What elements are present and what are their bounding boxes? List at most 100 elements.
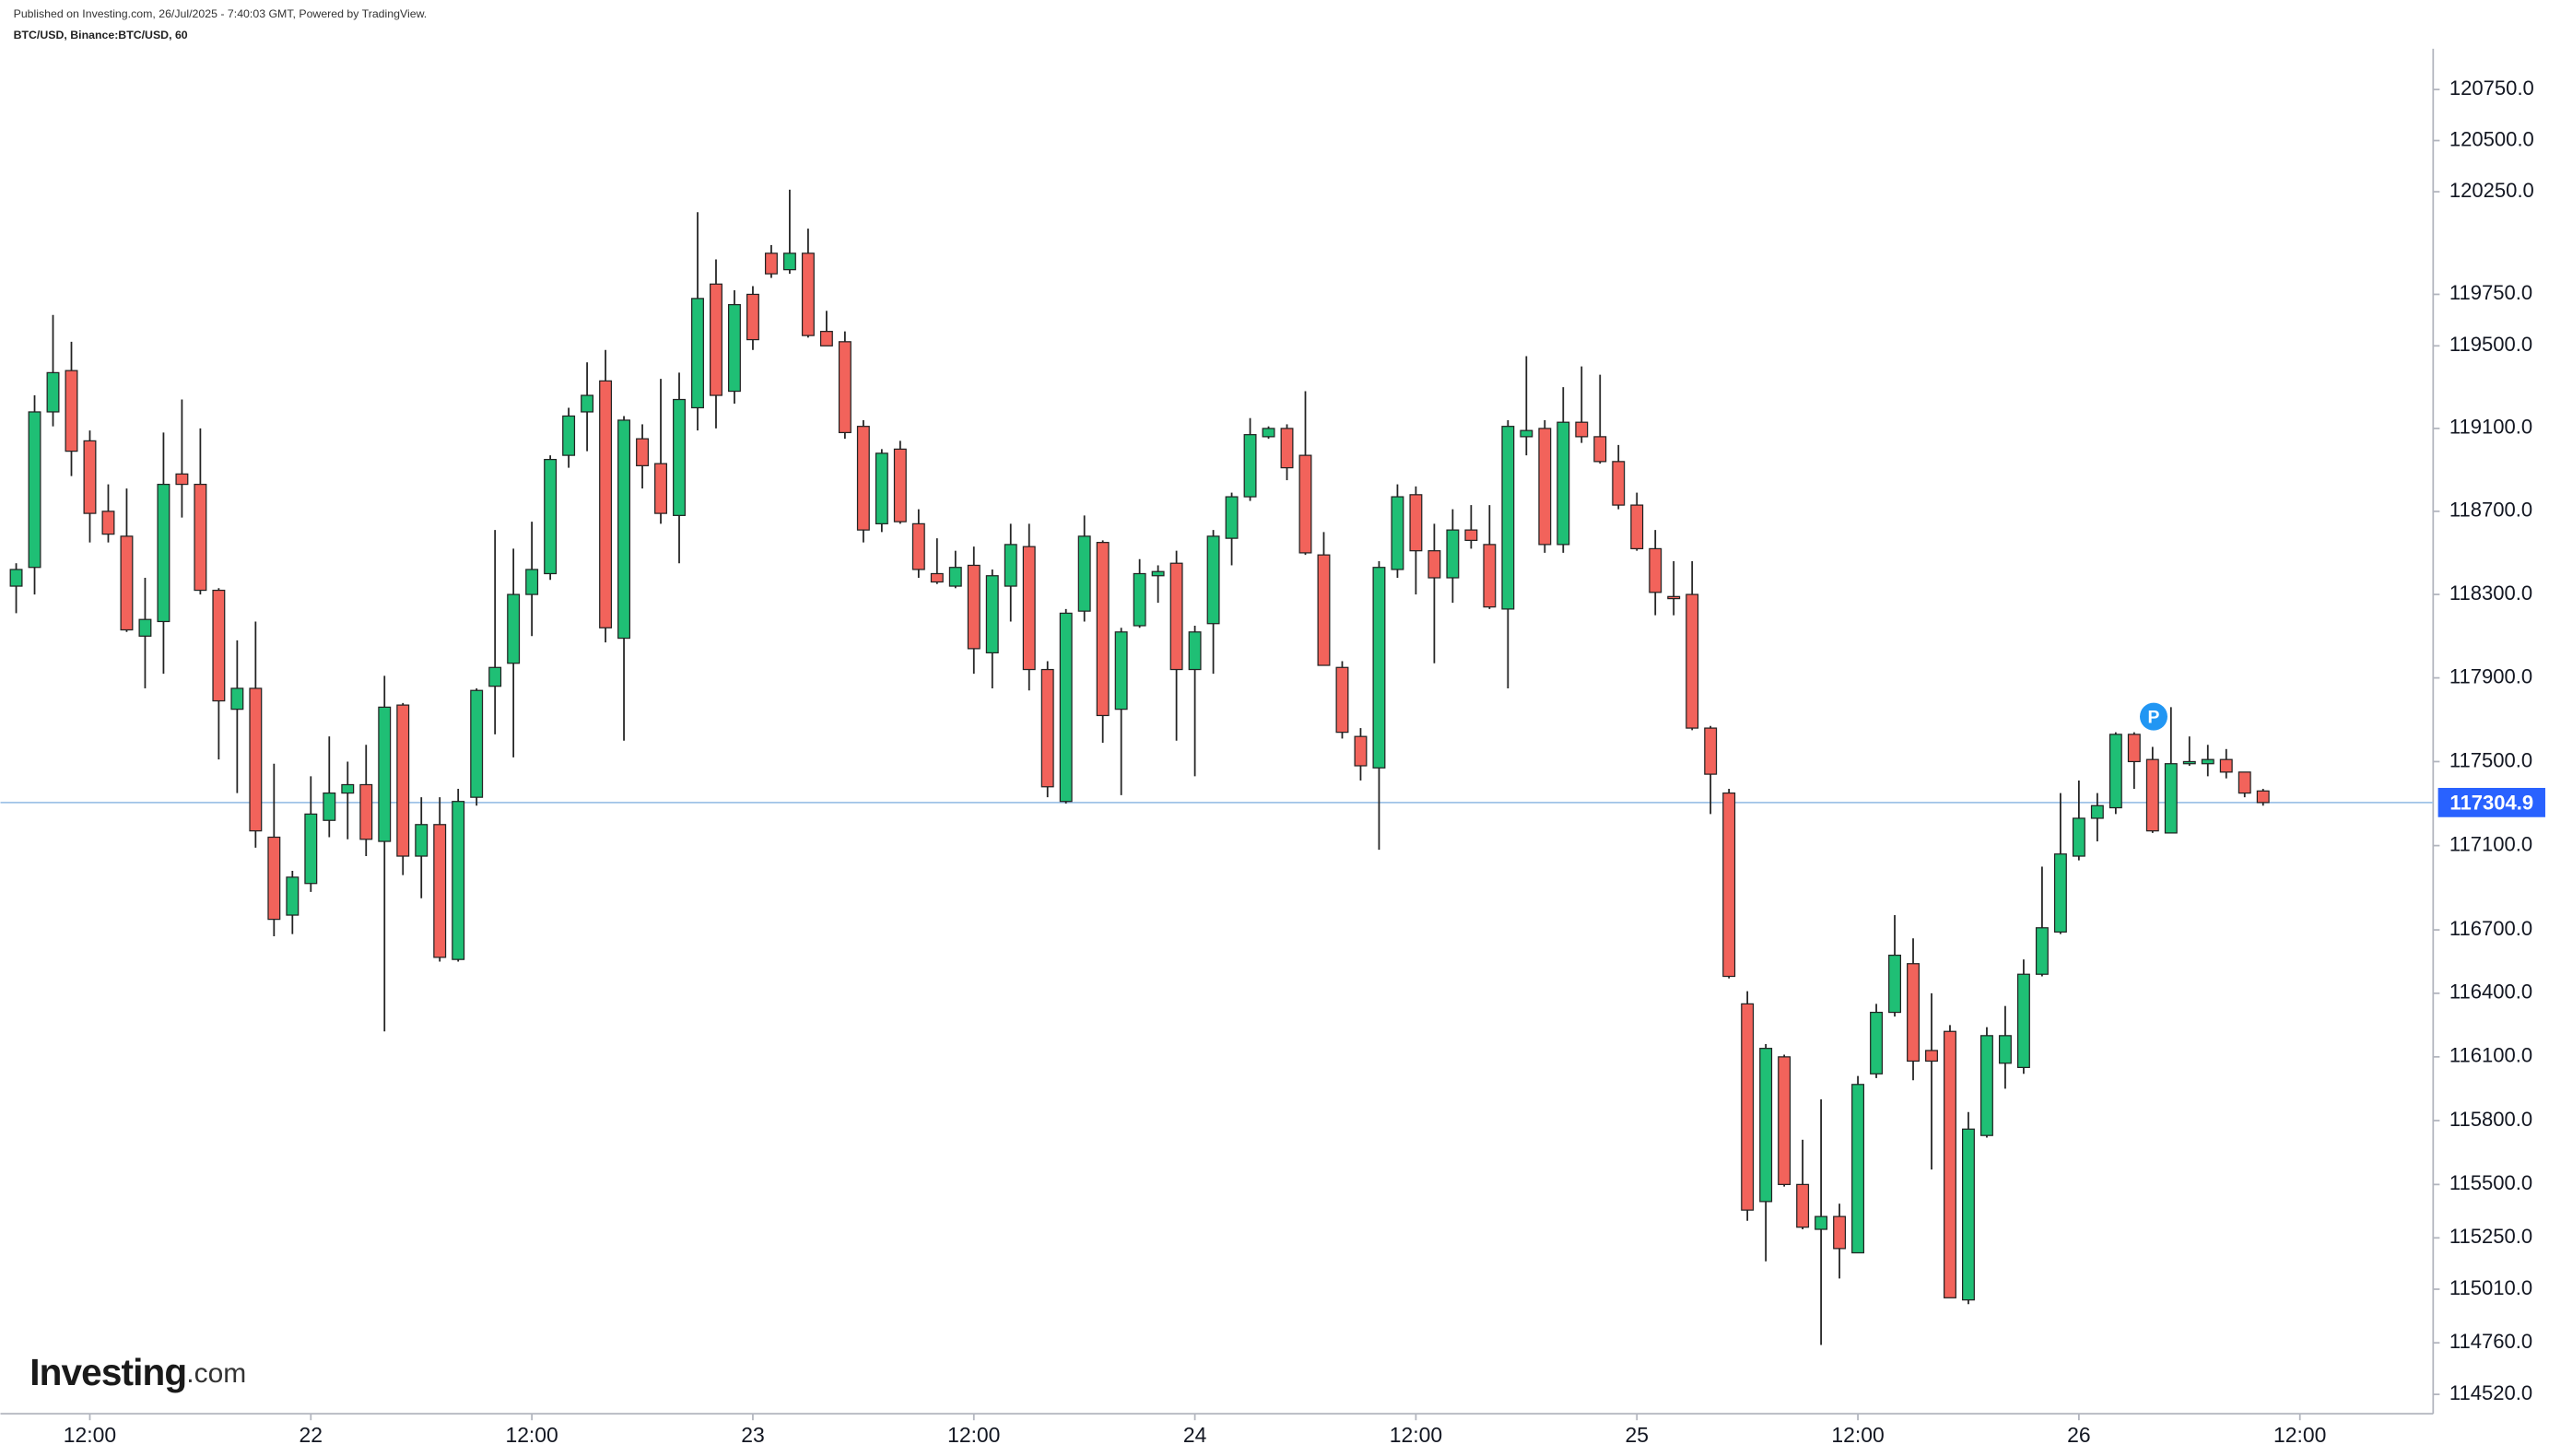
- candle-body: [1133, 572, 1146, 627]
- candle-body: [1907, 963, 1920, 1063]
- candle-body: [65, 370, 78, 452]
- candle-body: [1888, 954, 1901, 1014]
- candle-body: [636, 438, 650, 466]
- candle-body: [967, 564, 981, 650]
- candle-body: [1796, 1183, 1810, 1228]
- candle-body: [1262, 428, 1275, 438]
- candle-body: [175, 473, 189, 486]
- candle-body: [323, 792, 336, 821]
- candle-body: [819, 331, 833, 346]
- candle-body: [1501, 426, 1515, 610]
- candle-body: [2219, 758, 2233, 773]
- x-tick-label: 12:00: [64, 1423, 116, 1447]
- candle-body: [691, 298, 704, 409]
- candle-body: [911, 523, 925, 570]
- y-tick-label: 120500.0: [2449, 127, 2534, 150]
- candle-body: [2145, 758, 2159, 832]
- candle-body: [1096, 542, 1110, 717]
- y-tick-label: 114520.0: [2449, 1381, 2532, 1404]
- candle-body: [2072, 817, 2085, 857]
- candle-body: [2053, 853, 2067, 933]
- candle-body: [1944, 1030, 1956, 1298]
- candle-body: [1520, 429, 1533, 438]
- x-tick-label: 12:00: [505, 1423, 558, 1447]
- candle-body: [1962, 1128, 1975, 1301]
- candle-body: [1372, 567, 1386, 769]
- x-tick-label: 12:00: [2273, 1423, 2326, 1447]
- candle-body: [1317, 554, 1331, 666]
- candle-body: [1778, 1056, 1791, 1185]
- candle-body: [1354, 735, 1368, 767]
- candle-body: [838, 341, 852, 434]
- candle-body: [1538, 428, 1552, 546]
- candle-body: [856, 426, 870, 531]
- candle-body: [1741, 1003, 1755, 1211]
- candle-body: [267, 836, 281, 921]
- y-tick-label: 119100.0: [2449, 416, 2532, 439]
- candle-body: [801, 252, 815, 336]
- x-tick-label: 24: [1183, 1423, 1207, 1447]
- candle-body: [415, 824, 429, 857]
- plot-area: [0, 189, 2434, 1345]
- x-tick-label: 26: [2067, 1423, 2090, 1447]
- candle-body: [1759, 1048, 1773, 1203]
- candle-body: [470, 689, 484, 798]
- candle-body: [1243, 434, 1257, 498]
- candle-body: [1391, 496, 1404, 570]
- candle-body: [782, 252, 796, 271]
- candle-body: [673, 398, 686, 516]
- candle-body: [2238, 771, 2251, 794]
- y-tick-label: 117500.0: [2449, 748, 2532, 771]
- candle-body: [1556, 421, 1570, 546]
- candle-body: [1464, 529, 1478, 542]
- candle-body: [728, 303, 741, 393]
- candle-body: [1022, 546, 1036, 671]
- candle-body: [1704, 727, 1718, 775]
- x-tick-label: 25: [1625, 1423, 1648, 1447]
- candle-body: [1409, 494, 1423, 552]
- y-tick-label: 120250.0: [2449, 179, 2534, 202]
- candle-body: [1815, 1215, 1828, 1230]
- y-tick-label: 119500.0: [2449, 333, 2532, 356]
- candle-body: [396, 704, 410, 857]
- candle-body: [120, 535, 134, 631]
- candle-body: [1851, 1084, 1865, 1254]
- y-tick-label: 116100.0: [2449, 1044, 2532, 1067]
- candle-body: [875, 452, 888, 524]
- candle-body: [83, 440, 97, 514]
- candle-body: [2127, 734, 2141, 763]
- candle-body: [746, 293, 759, 341]
- candle-body: [1722, 792, 1736, 978]
- candle-body: [230, 687, 244, 710]
- y-tick-label: 115500.0: [2449, 1171, 2532, 1194]
- candle-body: [544, 458, 558, 575]
- y-tick-label: 117900.0: [2449, 664, 2532, 687]
- candle-body: [985, 575, 999, 654]
- candle-body: [1169, 562, 1183, 671]
- candle-body: [581, 394, 594, 413]
- candle-body: [2109, 734, 2122, 809]
- candle-body: [1114, 631, 1128, 710]
- candle-body: [2182, 760, 2196, 765]
- y-tick-label: 115800.0: [2449, 1108, 2532, 1131]
- candle-body: [617, 419, 631, 640]
- candle-body: [1593, 436, 1607, 463]
- candle-body: [654, 463, 667, 514]
- y-tick-label: 119750.0: [2449, 281, 2532, 304]
- candle-body: [1298, 454, 1312, 554]
- candle-body: [138, 618, 152, 637]
- candle-body: [1427, 550, 1441, 579]
- candle-body: [2035, 927, 2049, 975]
- candle-body: [1998, 1035, 2012, 1064]
- candle-body: [1059, 612, 1073, 803]
- candle-body: [1483, 544, 1497, 608]
- candle-body: [764, 252, 778, 275]
- candle-body: [1667, 595, 1681, 600]
- chart-title: BTC/USD, Binance:BTC/USD, 60: [14, 29, 188, 41]
- published-note: Published on Investing.com, 26/Jul/2025 …: [14, 7, 428, 20]
- candle-body: [1004, 544, 1017, 587]
- brand-suffix: .com: [186, 1358, 246, 1389]
- candle-body: [893, 448, 907, 523]
- candle-body: [1225, 496, 1239, 539]
- y-tick-label: 118700.0: [2449, 499, 2532, 522]
